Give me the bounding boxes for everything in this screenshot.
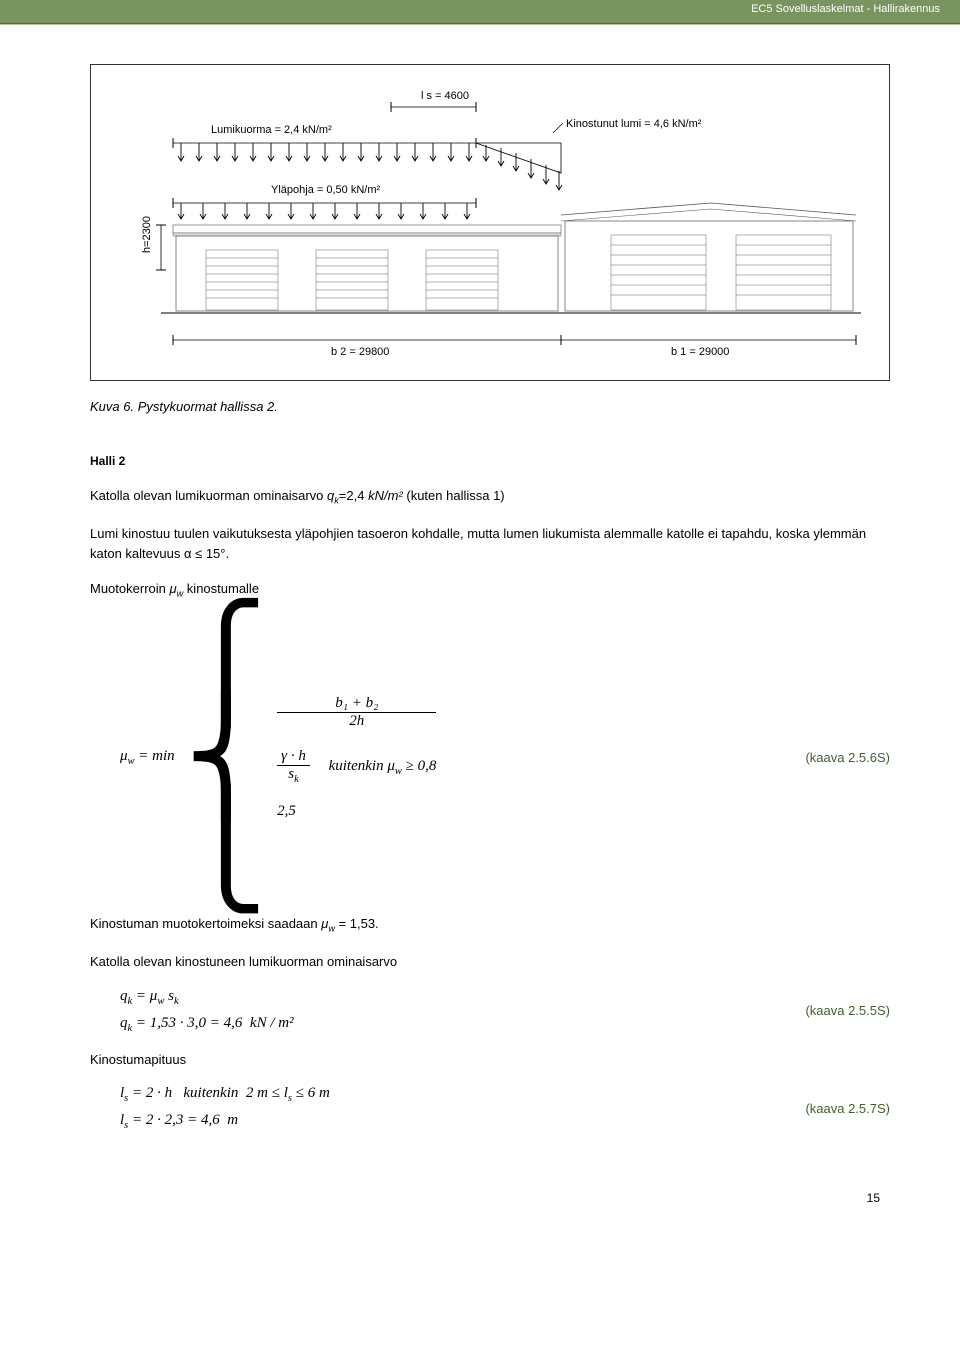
paragraph-1: Katolla olevan lumikuorman ominaisarvo q… xyxy=(90,486,890,508)
opt2: γ · h sk kuitenkin μw ≥ 0,8 xyxy=(277,748,436,785)
caption-label: Kuva 6. xyxy=(90,399,134,414)
paragraph-5: Katolla olevan kinostuneen lumikuorman o… xyxy=(90,952,890,972)
right-building xyxy=(561,203,856,311)
opt2-mu: μ xyxy=(387,758,395,774)
paragraph-6: Kinostumapituus xyxy=(90,1050,890,1070)
figure-caption: Kuva 6. Pystykuormat hallissa 2. xyxy=(90,399,890,414)
b1-label: b 1 = 29000 xyxy=(671,346,729,358)
eq1-q: q xyxy=(120,988,128,1004)
p1-suffix: (kuten hallissa 1) xyxy=(403,488,505,503)
eq1: qk = μw sk xyxy=(120,988,294,1007)
kaava-255s: (kaava 2.5.5S) xyxy=(805,1003,890,1018)
drift-triangle xyxy=(476,143,561,173)
header-stripe: EC5 Sovelluslaskelmat - Hallirakennus xyxy=(0,0,960,24)
figure-container: l s = 4600 Lumikuorma = 2,4 kN/m² xyxy=(90,64,890,381)
eq3: ls = 2 · h kuitenkin 2 m ≤ ls ≤ 6 m xyxy=(120,1085,330,1104)
opt1: b₁ + b₂ 2h xyxy=(277,695,436,730)
opt2-text: kuitenkin xyxy=(329,758,388,774)
paragraph-3: Muotokerroin μw kinostumalle xyxy=(90,579,890,601)
eq1-qk: k xyxy=(128,996,133,1007)
building-diagram: l s = 4600 Lumikuorma = 2,4 kN/m² xyxy=(121,85,861,365)
min-formula-row: μw = min ⎧⎨⎩ b₁ + b₂ 2h γ · h sk kuitenk… xyxy=(90,617,890,898)
brace-icon: ⎧⎨⎩ xyxy=(185,617,268,898)
eq4: ls = 2 · 2,3 = 4,6 m xyxy=(120,1112,330,1131)
mu-lhs-sub: w xyxy=(128,756,135,767)
page-content: l s = 4600 Lumikuorma = 2,4 kN/m² xyxy=(0,24,960,1225)
p3-prefix: Muotokerroin xyxy=(90,581,169,596)
b2-label: b 2 = 29800 xyxy=(331,346,389,358)
snow-arrows-left xyxy=(173,138,476,161)
eq2: qk = 1,53 · 3,0 = 4,6 kN / m² xyxy=(120,1015,294,1034)
p3-suffix: kinostumalle xyxy=(183,581,259,596)
section-title: Halli 2 xyxy=(90,454,890,468)
opt2-den-sub: k xyxy=(294,774,299,785)
opt2-rest: ≥ 0,8 xyxy=(406,758,437,774)
p4-sub: w xyxy=(328,924,335,934)
p4-suffix: = 1,53. xyxy=(335,916,379,931)
opt3: 2,5 xyxy=(277,803,436,820)
h-label: h=2300 xyxy=(141,216,153,253)
roof-load-label: Yläpohja = 0,50 kN/m² xyxy=(271,184,380,196)
eq1-eq: = xyxy=(136,988,150,1004)
paragraph-2: Lumi kinostuu tuulen vaikutuksesta yläpo… xyxy=(90,524,890,563)
p3-var: μ xyxy=(169,581,176,596)
drift-arrows xyxy=(483,145,562,190)
kaava-257s: (kaava 2.5.7S) xyxy=(805,1101,890,1116)
eq1-eq2-row: qk = μw sk qk = 1,53 · 3,0 = 4,6 kN / m²… xyxy=(90,988,890,1034)
header-title: EC5 Sovelluslaskelmat - Hallirakennus xyxy=(751,3,940,15)
drifted-snow-label: Kinostunut lumi = 4,6 kN/m² xyxy=(566,118,702,130)
p1-val: =2,4 xyxy=(339,488,368,503)
snow-load-label: Lumikuorma = 2,4 kN/m² xyxy=(211,124,332,136)
eq1-sk: k xyxy=(174,996,179,1007)
page-number: 15 xyxy=(90,1191,890,1205)
min-op: = min xyxy=(135,748,175,764)
p1-prefix: Katolla olevan lumikuorman ominaisarvo xyxy=(90,488,327,503)
header-bar: EC5 Sovelluslaskelmat - Hallirakennus xyxy=(0,0,960,24)
mu-lhs: μ xyxy=(120,748,128,764)
opt1-den: 2h xyxy=(277,713,436,730)
p1-unit: kN/m² xyxy=(368,488,403,503)
opt2-num: γ · h xyxy=(277,748,310,766)
caption-text: Pystykuormat hallissa 2. xyxy=(138,399,278,414)
p4-prefix: Kinostuman muotokertoimeksi saadaan xyxy=(90,916,321,931)
kaava-256s: (kaava 2.5.6S) xyxy=(805,750,890,765)
opt2-mu-sub: w xyxy=(395,766,402,777)
eq1-muw: w xyxy=(157,996,164,1007)
left-building xyxy=(173,225,561,311)
opt1-num: b₁ + b₂ xyxy=(277,695,436,713)
ls-label: l s = 4600 xyxy=(421,90,469,102)
eq3-eq4-row: ls = 2 · h kuitenkin 2 m ≤ ls ≤ 6 m ls =… xyxy=(90,1085,890,1131)
roof-load-arrows xyxy=(178,203,470,219)
paragraph-4: Kinostuman muotokertoimeksi saadaan μw =… xyxy=(90,914,890,936)
